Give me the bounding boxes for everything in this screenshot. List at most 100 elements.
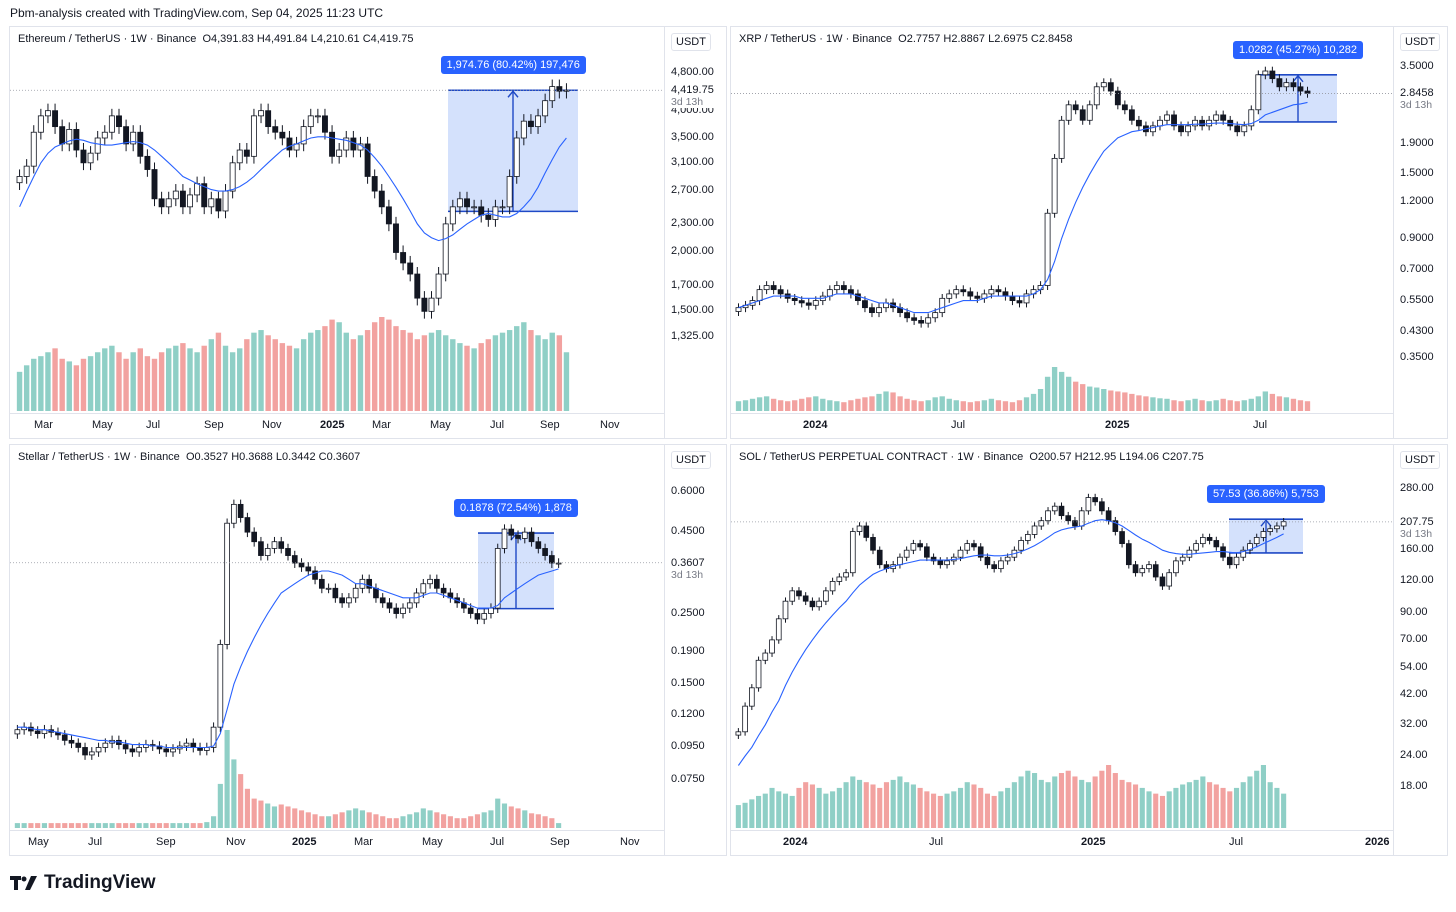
candle-body [1276,78,1283,88]
candle-body [1206,537,1213,541]
candle-body [1072,104,1079,111]
volume-bar [535,335,541,411]
volume-bar [1153,793,1159,828]
volume-bar [556,335,563,411]
x-tick-label: Jul [1229,836,1244,848]
candle-body [1192,119,1199,127]
candle-body [265,110,272,128]
candle-body [1079,109,1086,121]
price-plot[interactable] [10,27,664,413]
volume-bar [258,800,264,828]
volume-bar [1058,371,1065,411]
price-plot[interactable] [10,445,664,830]
chart-panel-sol[interactable]: SOL / TetherUS PERPETUAL CONTRACT · 1W ·… [730,444,1448,856]
price-axis[interactable]: USDT 0.6000 0.4500 0.2500 0.1900 0.1500 0.120… [664,445,726,855]
volume-bar [834,401,840,411]
volume-bar [137,348,143,411]
candle-body [1179,556,1186,562]
volume-bar [1227,791,1233,828]
candle-body [393,223,399,253]
candle-body [471,206,478,209]
candle-body [494,548,501,609]
x-tick-label: May [28,836,49,848]
candle-body [217,644,224,728]
volume-bar [211,816,217,828]
y-tick-label: 120.00 [1400,574,1434,587]
volume-bar [244,339,250,411]
currency-unit[interactable]: USDT [1400,33,1440,51]
volume-bar [371,322,378,411]
time-axis[interactable]: 2024 Jul 2025 Jul [731,413,1393,438]
volume-bar [806,397,812,411]
moving-average-line [738,101,1308,314]
price-plot[interactable] [731,27,1393,413]
candle-body [939,297,946,314]
moving-average-line [19,136,567,242]
candle-body [400,252,407,264]
volume-bar [1164,398,1170,411]
candle-body [876,307,882,314]
y-tick-label: 160.00 [1400,543,1434,556]
price-plot[interactable] [731,445,1393,830]
price-axis[interactable]: USDT 4,800.00 4,000.00 3,500.00 3,100.00 2,7… [664,27,726,438]
volume-bar [102,823,108,828]
y-tick-label: 0.4500 [671,525,705,538]
candle-body [30,131,37,167]
x-tick-label: 2024 [803,419,828,431]
time-axis[interactable]: May Jul Sep Nov 2025 Mar May Jul Sep Nov [10,830,664,855]
volume-bar [279,343,286,411]
volume-bar [762,793,768,828]
x-tick-label: Sep [550,836,570,848]
volume-bar [336,322,342,411]
candle-body [1058,119,1065,159]
chart-panel-xrp[interactable]: XRP / TetherUS · 1W · Binance O2.7757 H2… [730,26,1448,439]
candle-body [1112,520,1119,532]
volume-bar [1044,376,1051,411]
candle-body [1086,104,1093,121]
candle-body [68,739,75,744]
candle-body [236,149,243,164]
candle-body [782,600,789,620]
volume-bar [183,823,190,828]
volume-bar [910,784,916,828]
volume-bar [293,348,300,411]
time-axis[interactable]: 2024 Jul 2025 Jul 2026 [731,830,1393,855]
volume-bar [366,812,372,828]
volume-bar [41,823,48,828]
time-axis[interactable]: Mar May Jul Sep Nov 2025 Mar May Jul Sep Nov [10,413,664,438]
tradingview-logo[interactable]: TradingView [10,872,156,894]
volume-bar [414,339,420,411]
volume-bar [278,804,284,828]
price-axis[interactable]: USDT 3.5000 1.9000 1.5000 1.2000 0.9000 0.700… [1393,27,1447,438]
price-axis[interactable]: USDT 280.00 160.00 120.00 90.00 70.00 54.00 42… [1393,445,1447,855]
volume-bar [1213,400,1219,411]
volume-bar [1129,393,1135,411]
candle-body [925,317,932,324]
volume-bar [1262,391,1269,411]
currency-unit[interactable]: USDT [671,451,711,469]
chart-panel-ethereum[interactable]: Ethereum / TetherUS · 1W · Binance O4,39… [9,26,727,439]
candle-body [352,587,359,599]
chart-panel-stellar[interactable]: Stellar / TetherUS · 1W · Binance O0.352… [9,444,727,856]
volume-bar [35,823,41,828]
candle-body [960,289,967,293]
volume-bar [918,401,924,411]
candle-body [897,556,903,566]
volume-bar [1233,787,1240,828]
candle-body [863,525,870,538]
volume-bar [329,319,335,411]
candle-body [144,155,151,170]
candle-body [946,293,953,299]
candle-body [94,137,101,154]
volume-bar [1180,784,1186,828]
volume-bar [937,795,943,828]
volume-bar [1065,770,1071,828]
volume-bar [271,806,278,828]
currency-unit[interactable]: USDT [1400,451,1440,469]
candle-body [291,555,298,564]
currency-unit[interactable]: USDT [671,33,711,51]
candle-body [805,302,812,306]
measure-arrow-head [1260,519,1272,527]
volume-bar [863,782,869,828]
y-tick-label: 280.00 [1400,482,1434,495]
